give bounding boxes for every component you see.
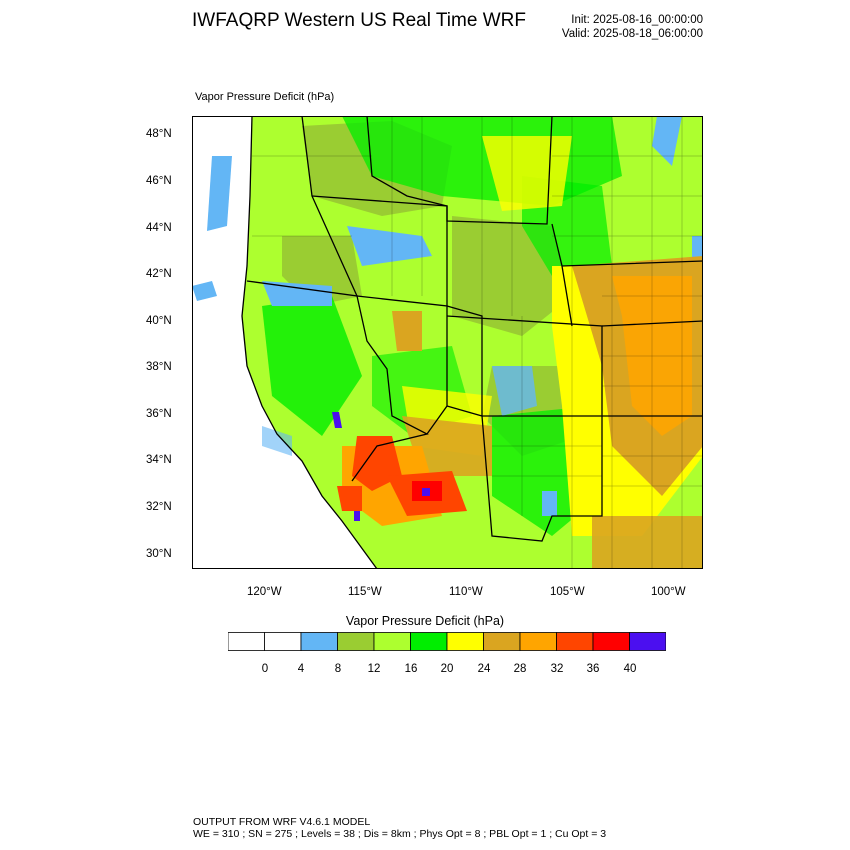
vpd-field [192, 116, 703, 569]
colorbar-label: 20 [440, 663, 454, 675]
colorbar-label: 16 [404, 663, 418, 675]
colorbar-swatch [556, 632, 594, 651]
lon-label: 110°W [449, 586, 483, 598]
colorbar-swatch [446, 632, 484, 651]
main-title: IWFAQRP Western US Real Time WRF [192, 10, 526, 31]
colorbar-swatch [337, 632, 375, 651]
lat-label: 30°N [146, 548, 172, 560]
footer-config-line: WE = 310 ; SN = 275 ; Levels = 38 ; Dis … [193, 828, 607, 840]
lon-label: 120°W [247, 586, 282, 598]
lat-label: 40°N [146, 315, 172, 327]
lon-label: 115°W [348, 586, 382, 598]
colorbar-swatch [629, 632, 666, 651]
colorbar-label: 4 [297, 663, 305, 675]
county-lines [252, 116, 703, 569]
lat-label: 38°N [146, 361, 172, 373]
colorbar-swatch [373, 632, 411, 651]
lat-label: 42°N [146, 268, 172, 280]
vpd-map [192, 115, 704, 570]
init-time: Init: 2025-08-16_00:00:00 [571, 14, 703, 26]
colorbar-swatch [300, 632, 338, 651]
lat-label: 36°N [146, 408, 172, 420]
colorbar-label: 8 [334, 663, 342, 675]
colorbar-label: 40 [623, 663, 637, 675]
colorbar-label: 0 [261, 663, 269, 675]
colorbar-swatch [264, 632, 302, 651]
footer-model-line: OUTPUT FROM WRF V4.6.1 MODEL [193, 816, 371, 828]
colorbar-swatch [483, 632, 521, 651]
map-canvas [192, 115, 704, 570]
lat-label: 48°N [146, 128, 172, 140]
map-frame [192, 116, 703, 569]
colorbar-label: 32 [550, 663, 564, 675]
colorbar-label: 28 [513, 663, 527, 675]
lat-label: 34°N [146, 454, 172, 466]
lat-label: 44°N [146, 222, 172, 234]
lon-label: 100°W [651, 586, 686, 598]
colorbar-label: 36 [586, 663, 600, 675]
lat-label: 46°N [146, 175, 172, 187]
state-boundaries [241, 115, 704, 570]
colorbar-label: 24 [477, 663, 491, 675]
colorbar [228, 632, 666, 651]
colorbar-swatch [592, 632, 630, 651]
colorbar-swatch [410, 632, 448, 651]
colorbar-label: 12 [367, 663, 381, 675]
valid-time: Valid: 2025-08-18_06:00:00 [561, 28, 703, 40]
lon-label: 105°W [550, 586, 585, 598]
colorbar-swatch [228, 632, 265, 651]
colorbar-swatch [519, 632, 557, 651]
variable-label: Vapor Pressure Deficit (hPa) [195, 91, 335, 103]
lat-label: 32°N [146, 501, 172, 513]
colorbar-title: Vapor Pressure Deficit (hPa) [345, 614, 505, 628]
